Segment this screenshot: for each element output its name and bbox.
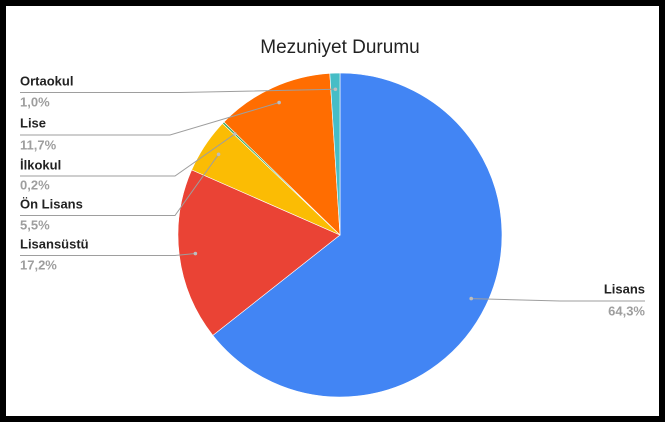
leader-line <box>20 154 219 216</box>
slice-label: Ön Lisans <box>20 196 83 211</box>
slice-value-label: 17,2% <box>20 257 57 272</box>
slice-value-label: 64,3% <box>608 303 645 318</box>
slice-label: Ortaokul <box>20 73 73 88</box>
slice-value-label: 11,7% <box>20 137 57 152</box>
chart-title: Mezuniyet Durumu <box>260 37 419 58</box>
leader-line <box>20 253 196 256</box>
leader-dot <box>193 251 198 256</box>
leader-line <box>471 298 645 302</box>
pie-slice <box>212 72 503 398</box>
slice-label: Lisansüstü <box>20 236 89 251</box>
leader-dot <box>333 87 338 92</box>
leader-dot <box>469 296 474 301</box>
slice-label: Lise <box>20 115 46 130</box>
slice-label: Lisans <box>604 281 645 296</box>
slice-value-label: 5,5% <box>20 217 50 232</box>
pie-slice <box>329 72 341 236</box>
slice-label: İlkokul <box>20 157 61 172</box>
leader-dot <box>277 100 281 105</box>
slice-value-label: 1,0% <box>20 94 50 109</box>
leader-dot <box>233 132 237 136</box>
leader-line <box>20 102 280 136</box>
leader-line <box>20 133 236 177</box>
leader-dot <box>216 152 221 157</box>
slice-value-label: 0,2% <box>20 177 50 192</box>
leader-line <box>20 88 336 93</box>
